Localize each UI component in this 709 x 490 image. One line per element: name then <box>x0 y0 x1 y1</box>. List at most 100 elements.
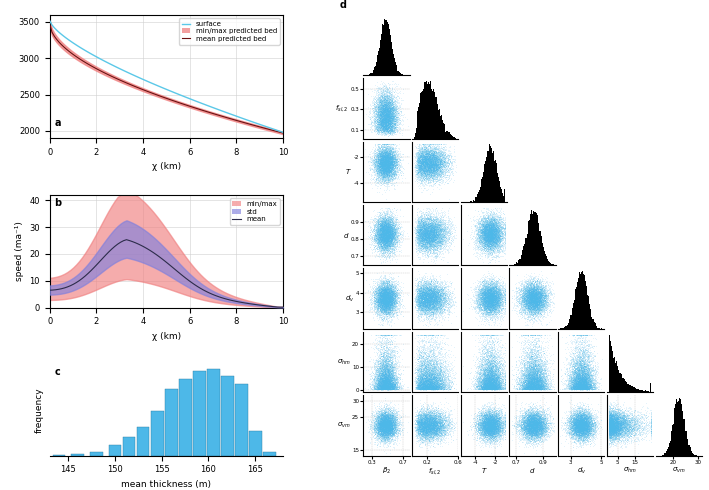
Point <box>495 374 506 382</box>
Point <box>489 414 500 421</box>
Point <box>422 290 433 297</box>
Point <box>374 303 386 311</box>
Point <box>390 378 401 386</box>
Point <box>423 152 435 160</box>
Point <box>370 97 381 105</box>
Point <box>536 370 547 378</box>
Point <box>378 290 389 297</box>
Point <box>603 419 615 427</box>
Point <box>573 416 584 424</box>
Point <box>525 301 537 309</box>
Point <box>537 306 548 314</box>
Point <box>489 291 500 298</box>
Point <box>385 99 396 107</box>
Point <box>376 161 387 169</box>
Point <box>419 289 430 297</box>
Point <box>525 359 537 367</box>
Point <box>526 291 537 299</box>
Point <box>428 358 440 366</box>
Point <box>382 284 393 292</box>
Point <box>376 433 387 441</box>
Point <box>498 239 509 247</box>
Point <box>482 423 493 431</box>
Point <box>611 409 623 417</box>
Point <box>605 426 617 434</box>
Point <box>480 425 491 433</box>
Point <box>387 220 398 228</box>
Point <box>372 287 384 294</box>
Point <box>544 412 555 420</box>
Point <box>493 382 505 390</box>
Point <box>389 371 401 379</box>
Point <box>376 235 387 243</box>
Point <box>388 234 399 242</box>
Point <box>479 240 490 247</box>
Point <box>569 429 580 437</box>
Point <box>369 149 381 157</box>
Point <box>486 300 498 308</box>
Point <box>421 288 432 295</box>
Point <box>486 415 498 422</box>
Point <box>488 244 499 251</box>
Point <box>435 166 447 173</box>
Point <box>569 424 580 432</box>
Point <box>614 429 625 437</box>
Point <box>436 310 447 318</box>
Point <box>372 230 383 238</box>
Point <box>481 247 493 255</box>
Point <box>417 383 428 391</box>
Point <box>418 356 430 364</box>
Point <box>383 414 394 422</box>
Point <box>645 413 657 420</box>
Point <box>386 227 397 235</box>
Point <box>486 350 497 358</box>
Point <box>584 419 595 427</box>
Point <box>425 141 437 148</box>
Point <box>562 426 573 434</box>
Point <box>497 289 508 297</box>
Point <box>490 380 501 388</box>
Point <box>370 331 381 339</box>
Point <box>388 289 399 297</box>
Point <box>532 300 544 308</box>
Point <box>579 401 590 409</box>
Point <box>522 425 533 433</box>
Point <box>535 413 547 420</box>
Point <box>536 424 547 432</box>
Point <box>426 294 437 302</box>
Point <box>378 105 389 113</box>
Point <box>488 411 499 418</box>
Point <box>385 152 396 160</box>
Point <box>533 436 545 443</box>
Point <box>486 417 497 425</box>
Point <box>383 226 394 234</box>
Point <box>376 298 388 306</box>
Point <box>481 419 493 427</box>
Point <box>383 83 394 91</box>
Point <box>380 382 391 390</box>
Point <box>486 415 497 422</box>
Point <box>412 177 423 185</box>
Point <box>420 379 431 387</box>
Point <box>423 301 435 309</box>
Point <box>489 384 500 392</box>
Point <box>531 368 542 376</box>
Point <box>380 160 391 168</box>
Point <box>413 418 425 426</box>
Point <box>380 242 391 249</box>
Point <box>383 148 394 156</box>
Point <box>435 159 447 167</box>
Point <box>376 286 388 294</box>
Point <box>487 226 498 234</box>
Point <box>534 418 545 426</box>
Point <box>384 360 396 368</box>
Point <box>374 290 386 298</box>
Point <box>381 84 393 92</box>
Point <box>486 416 497 423</box>
Point <box>573 417 584 425</box>
Point <box>522 416 533 423</box>
Point <box>376 293 388 300</box>
Point <box>524 417 535 425</box>
Point <box>378 364 389 372</box>
Point <box>428 226 440 234</box>
